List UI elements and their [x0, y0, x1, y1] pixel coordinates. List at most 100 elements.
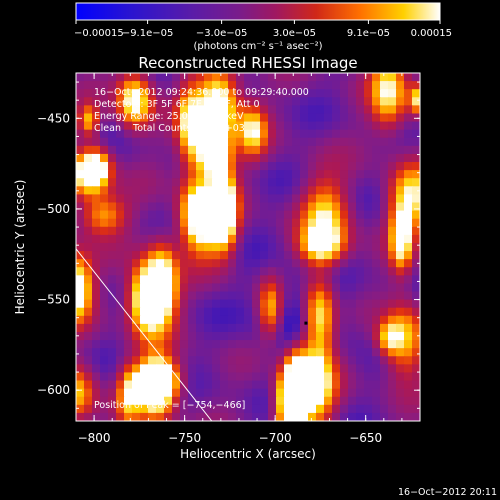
- heatmap-cell: [156, 194, 165, 204]
- heatmap-cell: [236, 372, 245, 382]
- heatmap-cell: [244, 315, 253, 325]
- heatmap-cell: [292, 153, 301, 163]
- heatmap-cell: [140, 315, 149, 325]
- heatmap-cell: [348, 380, 357, 390]
- heatmap-cell: [220, 218, 229, 228]
- heatmap-cell: [188, 186, 197, 195]
- heatmap-cell: [76, 73, 85, 82]
- heatmap-cell: [84, 81, 93, 90]
- heatmap-cell: [124, 121, 133, 131]
- heatmap-cell: [276, 299, 285, 309]
- heatmap-cell: [252, 226, 261, 236]
- heatmap-cell: [276, 97, 285, 106]
- heatmap-cell: [236, 283, 245, 293]
- heatmap-cell: [212, 218, 221, 228]
- heatmap-cell: [132, 404, 141, 414]
- heatmap-cell: [188, 364, 197, 374]
- heatmap-cell: [148, 137, 157, 147]
- heatmap-cell: [252, 170, 261, 179]
- heatmap-cell: [364, 89, 373, 98]
- heatmap-cell: [388, 404, 397, 414]
- heatmap-cell: [140, 129, 149, 139]
- heatmap-cell: [388, 202, 397, 212]
- heatmap-cell: [108, 364, 117, 374]
- heatmap-cell: [220, 380, 229, 390]
- heatmap-cell: [412, 259, 420, 268]
- heatmap-cell: [108, 89, 117, 98]
- heatmap-cell: [404, 226, 413, 236]
- heatmap-cell: [316, 89, 325, 98]
- heatmap-cell: [284, 170, 293, 179]
- heatmap-cell: [228, 210, 237, 220]
- heatmap-cell: [108, 145, 117, 155]
- heatmap-cell: [220, 105, 229, 115]
- heatmap-cell: [268, 234, 277, 244]
- heatmap-cell: [268, 178, 277, 187]
- heatmap-cell: [300, 404, 309, 414]
- heatmap-cell: [204, 178, 213, 187]
- heatmap-cell: [364, 202, 373, 212]
- heatmap-cell: [84, 348, 93, 357]
- heatmap-cell: [252, 145, 261, 155]
- heatmap-cell: [132, 251, 141, 260]
- heatmap-cell: [236, 404, 245, 414]
- heatmap-cell: [188, 89, 197, 98]
- heatmap-cell: [364, 97, 373, 106]
- heatmap-cell: [268, 113, 277, 123]
- heatmap-cell: [76, 380, 85, 390]
- heatmap-cell: [380, 145, 389, 155]
- heatmap-cell: [140, 81, 149, 90]
- heatmap-cell: [100, 162, 109, 171]
- heatmap-cell: [108, 97, 117, 106]
- heatmap-cell: [380, 372, 389, 382]
- heatmap-cell: [108, 218, 117, 228]
- heatmap-cell: [300, 121, 309, 131]
- heatmap-cell: [388, 137, 397, 147]
- heatmap-cell: [356, 218, 365, 228]
- heatmap-cell: [324, 251, 333, 260]
- heatmap-cell: [212, 162, 221, 171]
- heatmap-cell: [332, 299, 341, 309]
- heatmap-cell: [236, 323, 245, 333]
- heatmap-cell: [284, 210, 293, 220]
- heatmap-cell: [332, 291, 341, 301]
- heatmap-cell: [324, 340, 333, 349]
- heatmap-cell: [76, 267, 85, 276]
- heatmap-cell: [180, 251, 189, 260]
- heatmap-cell: [188, 291, 197, 301]
- heatmap-cell: [100, 218, 109, 228]
- heatmap-cell: [92, 202, 101, 212]
- heatmap-cell: [92, 218, 101, 228]
- heatmap-cell: [388, 356, 397, 365]
- heatmap-cell: [284, 145, 293, 155]
- heatmap-cell: [324, 364, 333, 374]
- heatmap-cell: [316, 121, 325, 131]
- heatmap-cell: [324, 396, 333, 406]
- heatmap-cell: [244, 323, 253, 333]
- heatmap-cell: [76, 291, 85, 301]
- heatmap-cell: [284, 153, 293, 163]
- heatmap-cell: [388, 307, 397, 317]
- heatmap-cell: [180, 323, 189, 333]
- heatmap-cell: [156, 323, 165, 333]
- heatmap-cell: [156, 170, 165, 179]
- heatmap-cell: [100, 315, 109, 325]
- heatmap-cell: [108, 121, 117, 131]
- heatmap-cell: [156, 113, 165, 123]
- heatmap-cell: [108, 202, 117, 212]
- heatmap-cell: [220, 340, 229, 349]
- heatmap-cell: [116, 113, 125, 123]
- heatmap-cell: [412, 291, 420, 301]
- heatmap-cell: [276, 81, 285, 90]
- heatmap-cell: [332, 178, 341, 187]
- heatmap-cell: [260, 129, 269, 139]
- colorbar-tick-labels: −0.00015−9.1e−05 −3.0e−05 3.0e−05 9.1e−05 0.…: [74, 28, 452, 39]
- heatmap-cell: [228, 267, 237, 276]
- heatmap-cell: [380, 153, 389, 163]
- heatmap-cell: [228, 81, 237, 90]
- heatmap-cell: [76, 323, 85, 333]
- heatmap-cell: [260, 259, 269, 268]
- heatmap-cell: [108, 153, 117, 163]
- heatmap-cell: [220, 299, 229, 309]
- heatmap-cell: [284, 396, 293, 406]
